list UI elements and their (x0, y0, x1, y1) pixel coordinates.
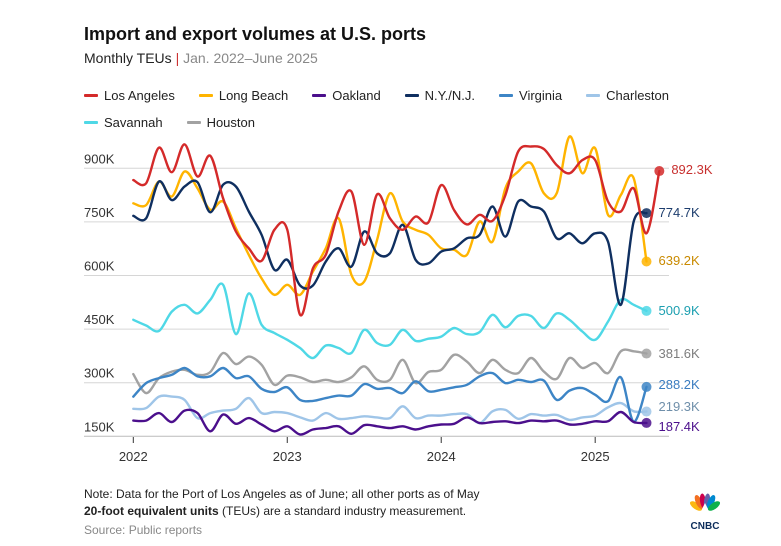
series-line-los-angeles (132, 143, 661, 317)
end-marker-charleston (641, 406, 652, 417)
definition-rest: (TEUs) are a standard industry measureme… (218, 504, 467, 518)
end-label-houston: 381.6K (659, 346, 701, 361)
end-label-virginia: 288.2K (659, 377, 701, 392)
subtitle-separator: | (175, 50, 180, 66)
x-tick-label: 2025 (581, 449, 610, 464)
y-tick-label: 450K (84, 312, 115, 327)
legend-item: Long Beach (198, 88, 289, 103)
end-label-long-beach: 639.2K (659, 253, 701, 268)
legend-label: Long Beach (218, 88, 289, 103)
series-line-virginia (132, 366, 648, 423)
legend-label: Houston (206, 115, 255, 130)
end-marker-houston (641, 348, 652, 359)
end-marker-virginia (641, 381, 652, 392)
legend-label: N.Y./N.J. (424, 88, 476, 103)
series-los-angeles: 892.3K (132, 143, 713, 317)
legend-label: Virginia (519, 88, 563, 103)
y-tick-label: 600K (84, 259, 115, 274)
series-line-houston (132, 348, 648, 395)
end-label-oakland: 187.4K (659, 419, 701, 434)
definition-text: 20-foot equivalent units (TEUs) are a st… (84, 503, 480, 520)
legend-swatch (404, 94, 419, 97)
legend-item: N.Y./N.J. (404, 88, 476, 103)
logo-text: CNBC (691, 521, 720, 532)
definition-bold: 20-foot equivalent units (84, 504, 219, 518)
end-marker-los-angeles (654, 166, 665, 177)
end-label-savannah: 500.9K (659, 303, 701, 318)
legend-swatch (499, 94, 514, 97)
legend-item: Houston (186, 115, 255, 130)
legend-swatch (586, 94, 601, 97)
legend-label: Charleston (606, 88, 670, 103)
legend-swatch (84, 94, 98, 97)
series-virginia: 288.2K (132, 366, 701, 423)
y-tick-label: 300K (84, 366, 115, 381)
legend-item: Charleston (586, 88, 669, 103)
chart-subtitle: Monthly TEUs | Jan. 2022–June 2025 (84, 50, 318, 66)
legend-item: Virginia (499, 88, 562, 103)
legend-label: Los Angeles (104, 88, 175, 103)
end-marker-long-beach (641, 256, 652, 267)
footnotes: Note: Data for the Port of Los Angeles a… (84, 486, 480, 539)
end-marker-savannah (641, 305, 652, 316)
end-label-n-y-n-j: 774.7K (659, 205, 701, 220)
legend-label: Oakland (332, 88, 381, 103)
series-savannah: 500.9K (132, 282, 701, 360)
subtitle-main: Monthly TEUs (84, 50, 172, 66)
series-line-savannah (132, 282, 648, 360)
chart-title: Import and export volumes at U.S. ports (84, 24, 427, 44)
end-label-charleston: 219.3K (659, 399, 701, 414)
series-houston: 381.6K (132, 346, 701, 395)
x-tick-label: 2022 (119, 449, 148, 464)
legend-item: Los Angeles (84, 88, 175, 103)
legend-swatch (84, 121, 98, 124)
y-tick-label: 750K (84, 205, 115, 220)
series-line-long-beach (132, 135, 648, 297)
series-charleston: 219.3K (132, 394, 701, 425)
source-text: Source: Public reports (84, 523, 203, 537)
subtitle-dates: Jan. 2022–June 2025 (183, 50, 318, 66)
legend-label: Savannah (104, 115, 163, 130)
series-line-n-y-n-j (132, 179, 648, 307)
series-long-beach: 639.2K (132, 135, 701, 297)
note-text: Note: Data for the Port of Los Angeles a… (84, 487, 480, 501)
end-marker-oakland (641, 417, 652, 428)
legend-swatch (198, 94, 213, 97)
legend-item: Savannah (84, 115, 163, 130)
y-tick-label: 150K (84, 419, 115, 434)
end-marker-n-y-n-j (641, 208, 652, 219)
legend-swatch (186, 121, 201, 124)
series-line-oakland (132, 408, 648, 436)
series-line-charleston (132, 394, 648, 425)
legend-item: Oakland (312, 88, 381, 103)
x-tick-label: 2023 (273, 449, 302, 464)
legend: Los Angeles Long Beach Oakland N.Y./N.J. Vir… (84, 88, 704, 130)
cnbc-logo: CNBC (689, 493, 721, 532)
series-oakland: 187.4K (132, 408, 701, 436)
legend-swatch (312, 94, 327, 97)
y-tick-label: 900K (84, 151, 115, 166)
end-label-los-angeles: 892.3K (671, 162, 713, 177)
x-tick-label: 2024 (427, 449, 456, 464)
